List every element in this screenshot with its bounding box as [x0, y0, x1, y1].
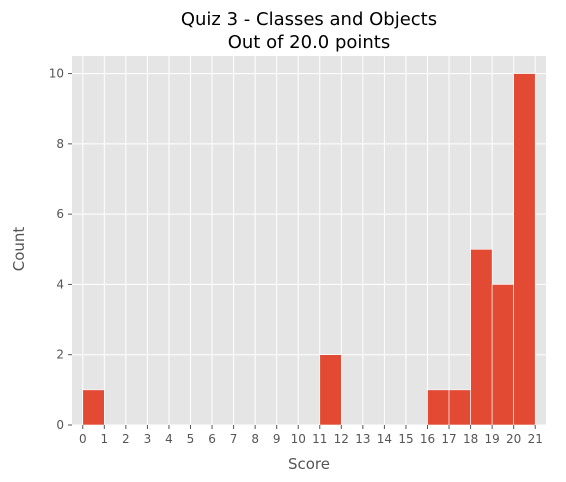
bar-score-11 — [319, 354, 342, 426]
x-tick-label: 19 — [484, 432, 499, 446]
chart-title-line-2: Out of 20.0 points — [228, 32, 391, 53]
x-tick-label: 4 — [165, 432, 173, 446]
bars — [82, 73, 536, 426]
x-tick-label: 16 — [420, 432, 435, 446]
plot-area — [72, 56, 546, 425]
x-tick-label: 18 — [463, 432, 478, 446]
x-tick-label: 5 — [187, 432, 195, 446]
y-tick-label: 8 — [56, 137, 64, 151]
x-tick-label: 17 — [441, 432, 456, 446]
x-tick-label: 20 — [506, 432, 521, 446]
x-tick-label: 3 — [144, 432, 152, 446]
bar-score-20 — [513, 73, 536, 426]
x-tick-label: 8 — [251, 432, 259, 446]
bar-score-17 — [448, 389, 471, 426]
x-tick-label: 15 — [398, 432, 413, 446]
y-axis-label: Count — [10, 227, 28, 272]
y-tick-label: 4 — [56, 277, 64, 291]
bar-score-16 — [427, 389, 450, 426]
bar-score-0 — [82, 389, 105, 426]
x-tick-label: 7 — [230, 432, 238, 446]
x-tick-label: 2 — [122, 432, 130, 446]
y-axis-ticks: 0 2 4 6 8 10 — [49, 67, 72, 432]
chart-title-line-1: Quiz 3 - Classes and Objects — [181, 9, 437, 30]
y-tick-label: 2 — [56, 348, 64, 362]
bar-score-19 — [491, 284, 514, 426]
bar-score-18 — [470, 248, 493, 426]
x-tick-label: 9 — [273, 432, 281, 446]
x-tick-label: 13 — [355, 432, 370, 446]
y-tick-label: 0 — [56, 418, 64, 432]
x-tick-label: 6 — [208, 432, 216, 446]
x-tick-label: 1 — [100, 432, 108, 446]
x-tick-label: 11 — [312, 432, 327, 446]
y-tick-label: 10 — [49, 67, 64, 81]
x-tick-label: 21 — [528, 432, 543, 446]
x-tick-label: 0 — [79, 432, 87, 446]
x-axis-ticks: 0 1 2 3 4 5 6 7 8 9 10 11 12 13 14 15 16 17 18 19 20 21 — [79, 425, 543, 446]
y-tick-label: 6 — [56, 207, 64, 221]
x-axis-label: Score — [288, 455, 330, 473]
x-tick-label: 14 — [377, 432, 392, 446]
x-tick-label: 10 — [291, 432, 306, 446]
x-tick-label: 12 — [334, 432, 349, 446]
